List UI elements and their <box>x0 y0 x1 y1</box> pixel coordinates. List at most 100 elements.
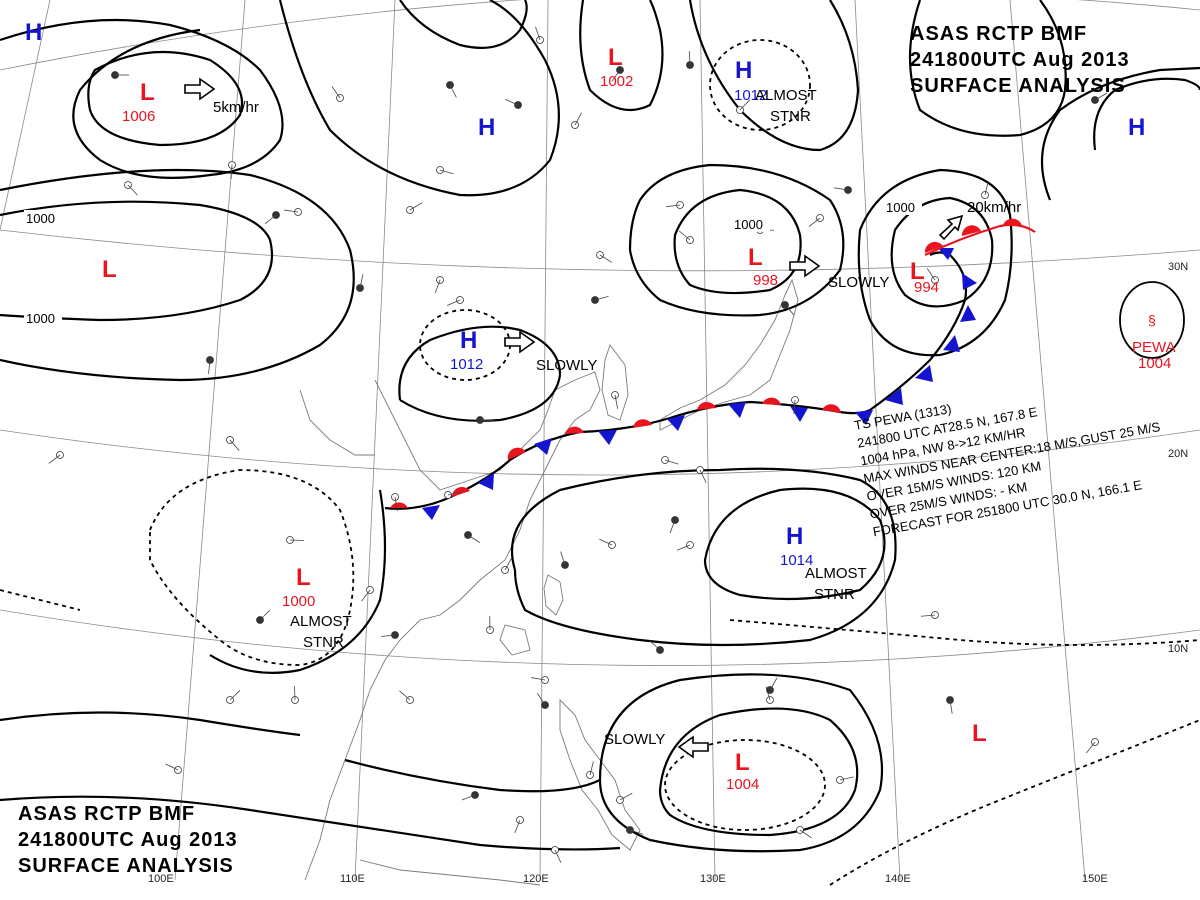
wind-barb <box>629 829 644 835</box>
arrow-icon <box>184 77 216 101</box>
dashed-south-l <box>664 739 826 831</box>
cold-front-triangle <box>938 248 954 260</box>
wind-barb <box>599 254 613 263</box>
low-symbol: L <box>608 44 623 71</box>
isobar-label: 1000 <box>26 311 55 326</box>
wind-barb <box>165 763 179 771</box>
wind-barb <box>784 304 795 316</box>
isobar-ne-far <box>908 0 1067 137</box>
isobar-nw-inner <box>87 50 244 147</box>
header-bottom-left: ASAS RCTP BMF 241800UTC Aug 2013 SURFACE… <box>18 803 237 877</box>
wind-barb <box>554 849 562 863</box>
mid-slowly-label: SLOWLY <box>536 357 597 374</box>
low-pressure-value: 1000 <box>282 593 315 610</box>
lat-label-20n: 20N <box>1168 448 1188 460</box>
isobars <box>0 0 1200 853</box>
nw-speed-label: 5km/hr <box>213 99 259 116</box>
high-symbol: H <box>735 57 752 84</box>
isobar-korea-outer <box>628 163 845 317</box>
wind-barb <box>688 50 691 66</box>
wind-barb <box>447 491 462 496</box>
wind-barb <box>1094 92 1108 101</box>
wind-barb <box>699 469 707 483</box>
cold-front-triangle <box>885 388 903 405</box>
isobar-pewa-inner <box>890 196 994 308</box>
lat-label-10n: 10N <box>1168 643 1188 655</box>
latitude-labels: 30N 20N 10N <box>1168 261 1188 655</box>
dashed-itcz <box>729 619 1200 646</box>
warm-front-semicircle <box>762 397 781 405</box>
low-symbol: L <box>972 720 987 747</box>
isobar-sw-outer <box>209 489 387 674</box>
lon-label-130e: 130E <box>700 873 726 885</box>
pewa-name: PEWA <box>1132 339 1176 356</box>
hainan-coast <box>499 624 531 656</box>
wind-barb <box>504 557 513 571</box>
header-bottom-line3: SURFACE ANALYSIS <box>18 855 234 877</box>
pewa-marker: § PEWA 1004 <box>1119 281 1185 372</box>
warm-front-semicircle <box>1003 218 1022 226</box>
low-symbol: L <box>910 258 925 285</box>
isobar-1000-west <box>0 200 274 322</box>
warm-front-semicircle <box>822 404 841 413</box>
isobar-north-l <box>579 0 664 112</box>
meridian-150e <box>1009 0 1086 881</box>
arrow-icon <box>938 214 964 241</box>
header-top-line2: 241800UTC Aug 2013 <box>910 49 1130 71</box>
warm-front-semicircle <box>390 502 408 508</box>
wind-barb <box>619 792 633 801</box>
isobar-south-outer <box>598 673 884 853</box>
dashed-sw-l <box>149 469 355 666</box>
wind-barb <box>381 634 396 637</box>
meridian-100e <box>174 0 246 881</box>
low-symbol: L <box>296 564 311 591</box>
wind-barb <box>834 187 849 191</box>
wind-barb <box>666 204 681 208</box>
lat-label-30n: 30N <box>1168 261 1188 273</box>
warm-front-semicircle <box>633 419 652 428</box>
wind-barb <box>611 69 621 82</box>
wind-barb <box>984 181 989 196</box>
wind-barb <box>48 454 61 464</box>
wind-barb <box>331 86 341 99</box>
wind-barb <box>926 268 936 281</box>
south-coast <box>359 859 541 886</box>
cold-front-triangle <box>943 335 960 352</box>
lon-label-100e: 100E <box>148 873 174 885</box>
wind-barb <box>208 359 211 374</box>
isobar-bottom <box>0 795 621 851</box>
inland-border <box>299 389 375 456</box>
lon-label-140e: 140E <box>885 873 911 885</box>
wind-barb <box>467 534 480 543</box>
header-top-line1: ASAS RCTP BMF <box>910 23 1087 45</box>
wind-barb <box>359 274 364 289</box>
low-symbol: L <box>102 256 117 283</box>
longitude-labels: 100E 110E 120E 130E 140E 150E <box>148 873 1108 885</box>
pewa-speed-label: 20km/hr <box>967 199 1021 216</box>
header-top-right: ASAS RCTP BMF 241800UTC Aug 2013 SURFACE… <box>910 23 1130 97</box>
isobar-label: 1000 <box>26 211 55 226</box>
cold-front-triangle <box>962 273 977 290</box>
korea-coast <box>601 344 629 421</box>
graticule <box>0 0 1200 881</box>
pewa-marker-circle <box>1119 281 1185 359</box>
wind-barb <box>531 677 546 681</box>
ne-stnr-label: STNR <box>770 108 811 125</box>
cold-front-triangle <box>667 415 685 431</box>
pewa-warm-front <box>924 218 1036 256</box>
pewa-pressure: 1004 <box>1138 355 1171 372</box>
isobar-se-outer <box>510 467 897 647</box>
lat-40n <box>0 0 1200 71</box>
isobar-nw <box>0 18 284 179</box>
high-pressure-value: 1012 <box>734 87 767 104</box>
header-bottom-line1: ASAS RCTP BMF <box>18 803 195 825</box>
stationary-front <box>384 397 873 520</box>
japan-coast <box>659 278 799 431</box>
wind-barb <box>799 829 812 839</box>
meridian-130e <box>699 0 716 881</box>
wind-barb <box>439 169 454 175</box>
lat-30n <box>0 229 1200 272</box>
wind-barb <box>479 419 495 422</box>
warm-front-semicircle <box>565 426 584 434</box>
wind-barb <box>537 693 546 706</box>
